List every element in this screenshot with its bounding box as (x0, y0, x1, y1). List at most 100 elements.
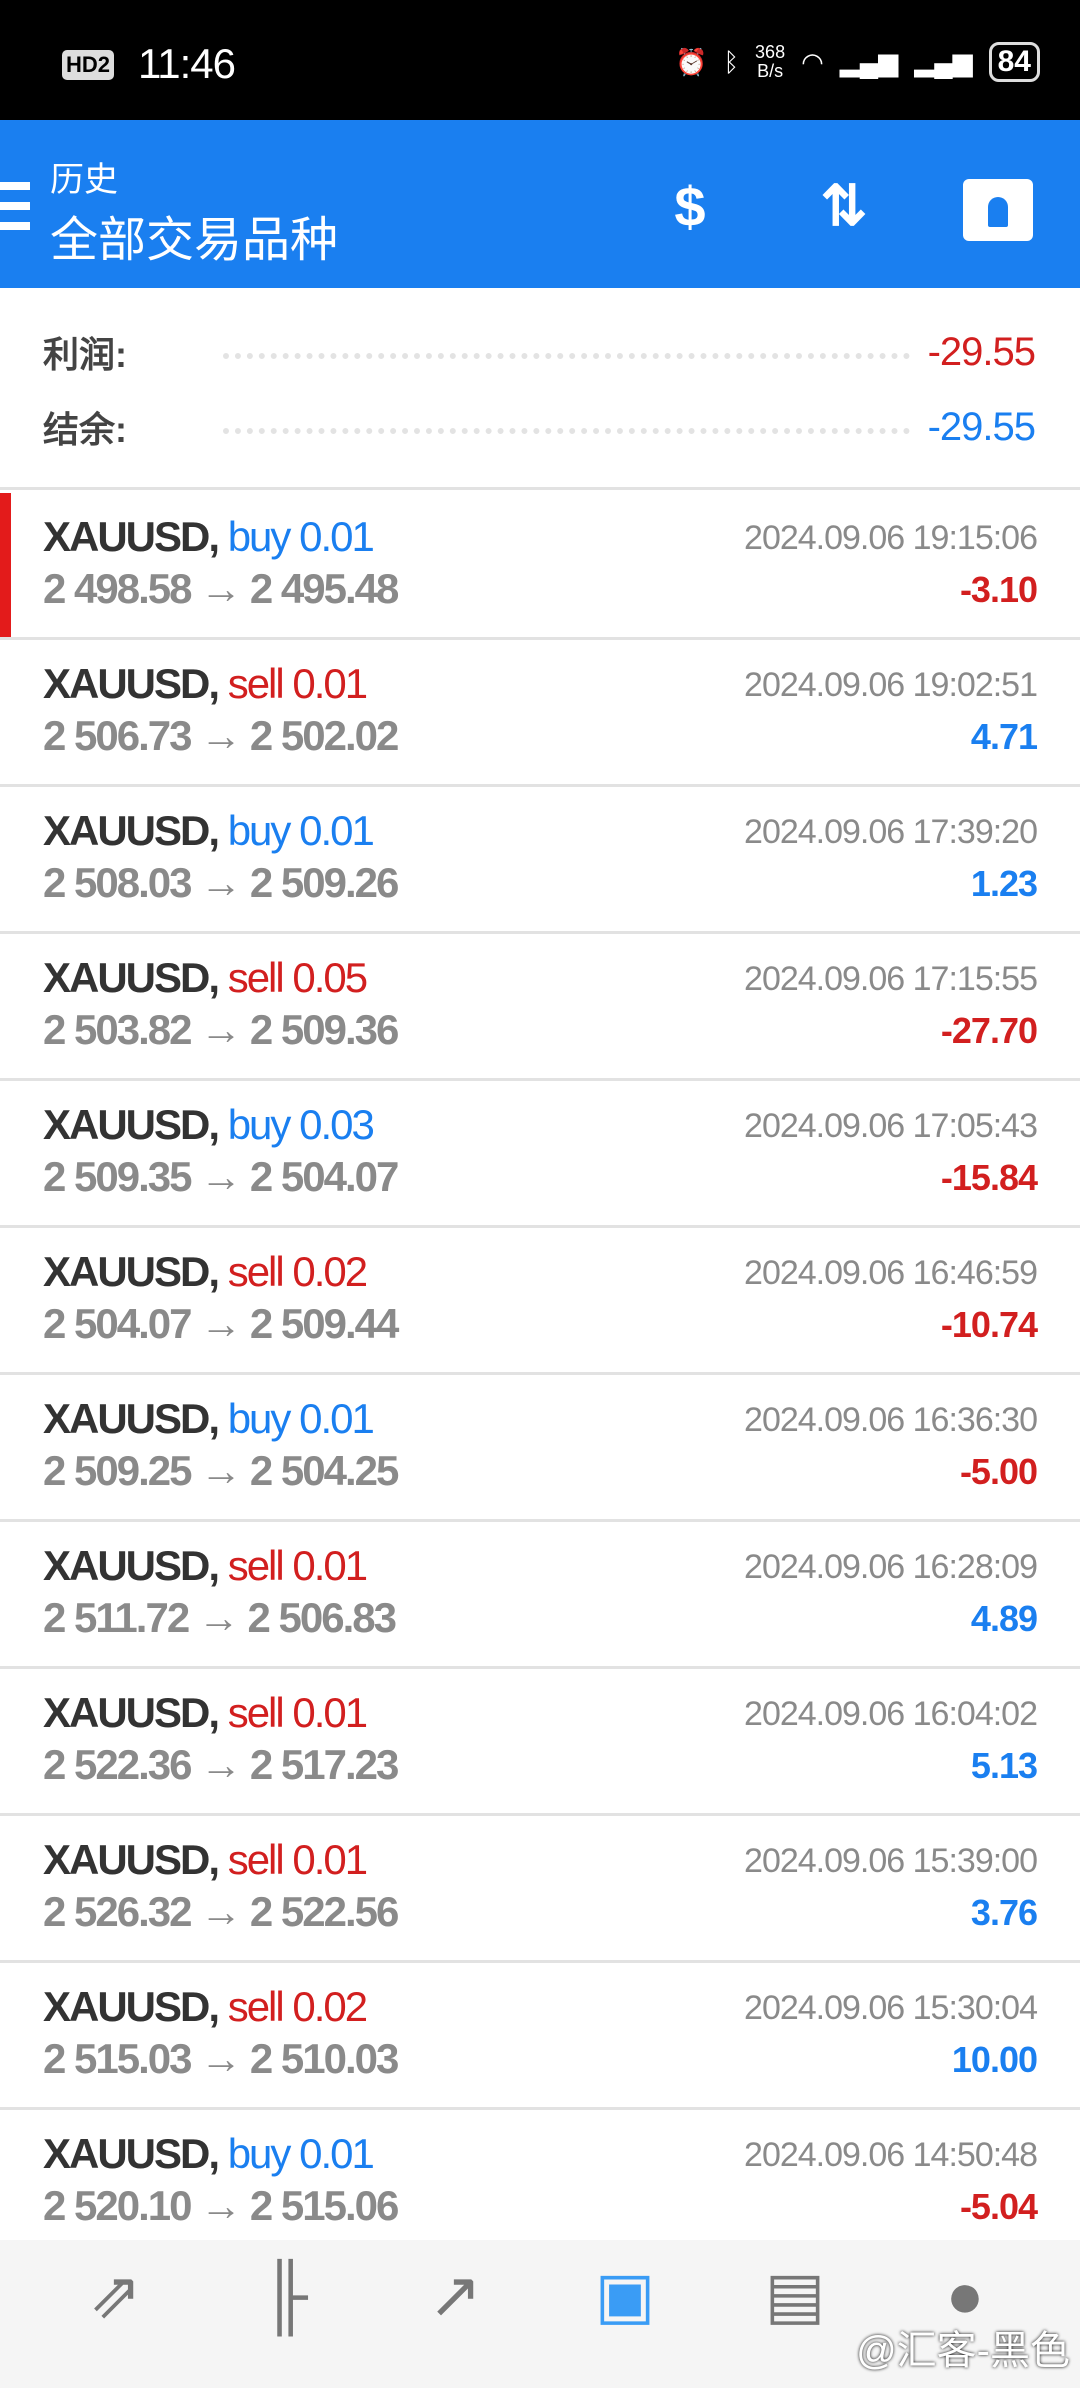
arrow-icon: → (200, 2182, 242, 2229)
trade-row[interactable]: XAUUSD, sell 0.02 2 515.03 → 2 510.03 20… (0, 1963, 1080, 2110)
close-price: 2 509.26 (249, 859, 399, 906)
trade-time: 2024.09.06 17:05:43 (744, 1107, 1038, 1145)
arrow-icon: → (200, 1153, 242, 1200)
symbol: XAUUSD, (43, 660, 220, 707)
trade-profit: 4.71 (970, 716, 1038, 757)
arrow-icon: → (200, 2035, 242, 2082)
trade-row[interactable]: XAUUSD, sell 0.01 2 511.72 → 2 506.83 20… (0, 1522, 1080, 1669)
symbol: XAUUSD, (43, 807, 220, 854)
trade-title: XAUUSD, buy 0.01 (43, 807, 375, 855)
trade-prices: 2 504.07 → 2 509.44 (43, 1300, 399, 1348)
app-header: 历史 全部交易品种 $ ⇅ (0, 120, 1080, 288)
balance-label: 结余: (43, 409, 127, 450)
network-speed: 368 B/s (755, 43, 785, 81)
trade-time: 2024.09.06 15:39:00 (744, 1842, 1038, 1880)
open-price: 2 520.10 (43, 2182, 192, 2229)
trade-row[interactable]: XAUUSD, sell 0.01 2 522.36 → 2 517.23 20… (0, 1669, 1080, 1816)
trade-icon[interactable]: ↗ (428, 2258, 482, 2331)
trade-profit: 3.76 (970, 1892, 1038, 1933)
hd-icon: HD2 (62, 50, 115, 80)
trade-volume: 0.01 (292, 1542, 368, 1589)
messages-icon[interactable]: ● (945, 2259, 985, 2331)
menu-icon[interactable] (0, 182, 30, 230)
trade-row[interactable]: XAUUSD, buy 0.01 2 498.58 → 2 495.48 202… (0, 493, 1080, 640)
open-price: 2 509.25 (43, 1447, 192, 1494)
trade-title: XAUUSD, sell 0.01 (43, 660, 368, 708)
trade-profit: 5.13 (970, 1745, 1038, 1786)
trade-volume: 0.02 (292, 1983, 368, 2030)
trade-row[interactable]: XAUUSD, buy 0.01 2 520.10 → 2 515.06 202… (0, 2110, 1080, 2257)
symbol: XAUUSD, (43, 1836, 220, 1883)
dotted-leader (223, 345, 910, 359)
trade-title: XAUUSD, buy 0.01 (43, 1395, 375, 1443)
battery-icon: 84 (988, 42, 1040, 82)
trade-volume: 0.01 (299, 2130, 375, 2177)
trade-profit: -5.00 (959, 1451, 1038, 1492)
sort-icon[interactable]: ⇅ (820, 174, 868, 237)
trade-side: sell (227, 954, 285, 1001)
trade-side: buy (227, 807, 292, 854)
arrow-icon: → (200, 1006, 242, 1053)
trade-side: sell (227, 1542, 285, 1589)
trade-profit: 10.00 (951, 2039, 1038, 2080)
trade-prices: 2 506.73 → 2 502.02 (43, 712, 399, 760)
trade-title: XAUUSD, sell 0.02 (43, 1983, 368, 2031)
trade-row[interactable]: XAUUSD, sell 0.05 2 503.82 → 2 509.36 20… (0, 934, 1080, 1081)
trade-volume: 0.02 (292, 1248, 368, 1295)
arrow-icon: → (197, 1594, 240, 1641)
trade-time: 2024.09.06 17:39:20 (744, 813, 1038, 851)
open-price: 2 498.58 (43, 565, 192, 612)
trade-row[interactable]: XAUUSD, buy 0.03 2 509.35 → 2 504.07 202… (0, 1081, 1080, 1228)
arrow-icon: → (200, 1447, 242, 1494)
trade-prices: 2 509.35 → 2 504.07 (43, 1153, 399, 1201)
trade-side: sell (227, 1983, 285, 2030)
trade-volume: 0.05 (292, 954, 368, 1001)
history-icon[interactable]: ▣ (594, 2258, 656, 2331)
trade-title: XAUUSD, sell 0.01 (43, 1689, 368, 1737)
trade-profit: -10.74 (940, 1304, 1038, 1345)
trade-title: XAUUSD, sell 0.05 (43, 954, 368, 1002)
trade-title: XAUUSD, sell 0.01 (43, 1542, 368, 1590)
trade-volume: 0.03 (299, 1101, 375, 1148)
trade-prices: 2 498.58 → 2 495.48 (43, 565, 399, 613)
deposit-exchange-icon[interactable]: $ (674, 174, 706, 238)
trade-profit: -27.70 (940, 1010, 1038, 1051)
symbol: XAUUSD, (43, 954, 220, 1001)
signal-roaming-icon: ▂▄▆ (914, 46, 973, 77)
open-price: 2 509.35 (43, 1153, 192, 1200)
news-icon[interactable]: ▤ (764, 2258, 826, 2331)
status-bar: HD2 11:46 ⏰ ᛒ 368 B/s ◠ ▂▄▆ ▂▄▆ 84 (0, 0, 1080, 120)
trade-row[interactable]: XAUUSD, buy 0.01 2 508.03 → 2 509.26 202… (0, 787, 1080, 934)
clock: 11:46 (138, 40, 236, 87)
open-price: 2 515.03 (43, 2035, 192, 2082)
trade-row[interactable]: XAUUSD, sell 0.02 2 504.07 → 2 509.44 20… (0, 1228, 1080, 1375)
trade-volume: 0.01 (299, 1395, 375, 1442)
close-price: 2 517.23 (249, 1741, 399, 1788)
trade-time: 2024.09.06 16:46:59 (744, 1254, 1038, 1292)
trade-row[interactable]: XAUUSD, sell 0.01 2 506.73 → 2 502.02 20… (0, 640, 1080, 787)
trade-title: XAUUSD, buy 0.01 (43, 513, 375, 561)
trade-side: sell (227, 660, 285, 707)
symbol: XAUUSD, (43, 1248, 220, 1295)
trade-profit: -3.10 (959, 569, 1038, 610)
open-price: 2 506.73 (43, 712, 192, 759)
trade-prices: 2 503.82 → 2 509.36 (43, 1006, 399, 1054)
trade-row[interactable]: XAUUSD, sell 0.01 2 526.32 → 2 522.56 20… (0, 1816, 1080, 1963)
header-title[interactable]: 全部交易品种 (50, 214, 339, 267)
open-price: 2 504.07 (43, 1300, 192, 1347)
arrow-icon: → (200, 712, 242, 759)
trade-time: 2024.09.06 14:50:48 (744, 2136, 1038, 2174)
quotes-icon[interactable]: ⇗ (88, 2258, 142, 2331)
close-price: 2 522.56 (249, 1888, 399, 1935)
trade-title: XAUUSD, buy 0.03 (43, 1101, 375, 1149)
open-price: 2 526.32 (43, 1888, 192, 1935)
trade-side: buy (227, 2130, 292, 2177)
calendar-period-icon[interactable] (962, 170, 1034, 242)
trade-side: sell (227, 1689, 285, 1736)
trade-row[interactable]: XAUUSD, buy 0.01 2 509.25 → 2 504.25 202… (0, 1375, 1080, 1522)
trade-time: 2024.09.06 16:04:02 (744, 1695, 1038, 1733)
trade-time: 2024.09.06 17:15:55 (744, 960, 1038, 998)
symbol: XAUUSD, (43, 1395, 220, 1442)
chart-icon[interactable]: ╟ (262, 2259, 308, 2331)
trade-time: 2024.09.06 19:02:51 (744, 666, 1038, 704)
